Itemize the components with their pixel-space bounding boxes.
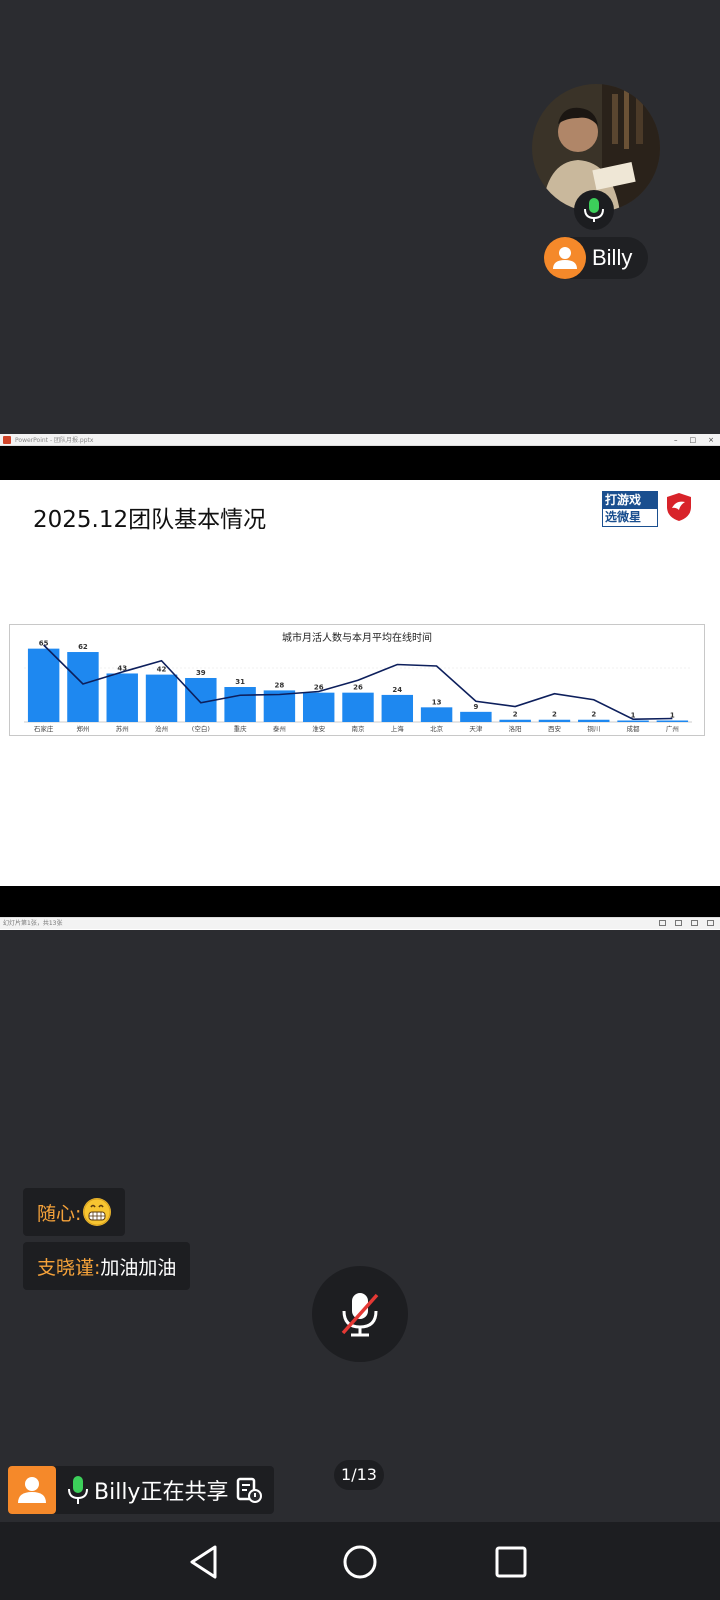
back-button[interactable] — [180, 1538, 228, 1586]
tick-label: 成都 — [627, 724, 641, 733]
letterbox-top — [0, 446, 720, 480]
tick-label: 石家庄 — [34, 724, 54, 733]
chat-sender: 随心: — [37, 1202, 82, 1225]
recents-button[interactable] — [487, 1538, 535, 1586]
shared-screen: PowerPoint - 团队月报.pptx – □ × 2025.12团队基本… — [0, 434, 720, 930]
tick-label: 北京 — [430, 724, 444, 733]
bar — [106, 673, 138, 722]
bar — [617, 720, 649, 722]
bar — [460, 711, 492, 722]
chat-sender: 支晓谨: — [37, 1256, 101, 1279]
slide-title: 2025.12团队基本情况 — [33, 507, 267, 533]
window-title: PowerPoint - 团队月报.pptx — [15, 437, 94, 444]
bar — [263, 690, 296, 722]
window-titlebar: PowerPoint - 团队月报.pptx – □ × — [0, 434, 720, 446]
share-status-bar[interactable]: Billy正在共享 — [8, 1466, 275, 1514]
chat-message: 随心: — [23, 1188, 126, 1236]
page-indicator: 1/13 — [334, 1460, 384, 1490]
data-label: 28 — [275, 681, 285, 689]
bar — [578, 719, 610, 722]
data-label: 31 — [235, 678, 245, 686]
bar — [67, 652, 99, 722]
tick-label: 广州 — [666, 724, 679, 733]
data-label: 13 — [432, 698, 442, 706]
app-icon — [3, 435, 11, 444]
msi-shield-logo — [667, 493, 691, 521]
bar — [381, 694, 414, 722]
bar — [538, 719, 571, 722]
data-label: 2 — [513, 711, 518, 719]
bar — [224, 687, 256, 722]
participant-name-tag: Billy — [544, 237, 649, 279]
chat-message: 支晓谨: 加油加油 — [23, 1242, 191, 1290]
data-label: 2 — [591, 711, 596, 719]
user-icon — [544, 237, 586, 279]
mute-toggle-button[interactable] — [312, 1266, 408, 1362]
slideshow-icon[interactable] — [707, 920, 714, 926]
data-label: 1 — [670, 712, 675, 720]
chart-frame: 城市月活人数与本月平均在线时间 65 石家庄 62 郑州 43 苏州 42 沧州 39 (空白) 3… — [9, 624, 705, 736]
sorter-view-icon[interactable] — [675, 920, 682, 926]
participant-mic-indicator — [574, 190, 614, 230]
tick-label: 西安 — [548, 724, 562, 733]
tick-label: 泰州 — [273, 724, 286, 733]
bar — [302, 692, 335, 722]
window-statusbar: 幻灯片第1张，共13张 — [0, 917, 720, 929]
data-label: 39 — [196, 669, 206, 677]
bar — [420, 707, 453, 722]
data-label: 2 — [552, 711, 557, 719]
game-logo: 打游戏 选微星 — [602, 491, 658, 527]
recents-icon — [495, 1546, 527, 1578]
maximize-icon[interactable]: □ — [689, 436, 697, 444]
mic-active-icon — [68, 1476, 88, 1504]
bar — [27, 648, 60, 722]
letterbox-bottom — [0, 886, 720, 917]
tick-label: 沧州 — [155, 724, 168, 733]
mic-muted-icon — [341, 1293, 379, 1337]
tick-label: 洛阳 — [509, 724, 522, 733]
slide: 2025.12团队基本情况 打游戏 选微星 城市月活人数与本月平均在线时间 65… — [0, 480, 720, 886]
close-icon[interactable]: × — [708, 436, 714, 444]
home-icon — [343, 1545, 377, 1579]
data-label: 9 — [473, 703, 478, 711]
tick-label: 重庆 — [234, 724, 248, 733]
data-label: 43 — [117, 664, 127, 672]
data-label: 26 — [314, 684, 324, 692]
bar — [656, 720, 689, 722]
tick-label: 天津 — [469, 725, 483, 733]
grin-emoji-icon — [83, 1198, 112, 1226]
tick-label: (空白) — [192, 724, 210, 733]
data-label: 65 — [39, 640, 49, 648]
tick-label: 南京 — [352, 724, 366, 733]
bar — [499, 719, 531, 722]
mic-active-icon — [584, 198, 604, 222]
bar — [145, 674, 178, 722]
bar — [342, 692, 374, 722]
normal-view-icon[interactable] — [659, 920, 666, 926]
reading-view-icon[interactable] — [691, 920, 698, 926]
data-label: 42 — [157, 666, 167, 674]
chart-title: 城市月活人数与本月平均在线时间 — [282, 633, 432, 644]
data-label: 1 — [631, 712, 636, 720]
tick-label: 郑州 — [76, 725, 89, 733]
share-status-text: Billy正在共享 — [94, 1480, 229, 1505]
tick-label: 淮安 — [312, 724, 326, 733]
tick-label: 苏州 — [116, 724, 129, 733]
data-label: 24 — [392, 686, 402, 694]
data-label: 26 — [353, 684, 363, 692]
screen-share-icon — [237, 1477, 263, 1503]
series-line — [43, 644, 673, 721]
user-icon — [8, 1466, 56, 1514]
bar-line-chart: 65 石家庄 62 郑州 43 苏州 42 沧州 39 (空白) 31 重庆 28 泰州 26 淮安 26 南京 2… — [24, 640, 692, 733]
participant-name: Billy — [592, 245, 633, 270]
tick-label: 上海 — [391, 724, 405, 733]
chat-text: 加油加油 — [100, 1256, 177, 1279]
home-button[interactable] — [336, 1538, 384, 1586]
system-navigation-bar — [0, 1522, 720, 1600]
tick-label: 铜川 — [587, 724, 600, 733]
back-icon — [190, 1545, 217, 1579]
minimize-icon[interactable]: – — [674, 436, 678, 444]
data-label: 62 — [78, 643, 88, 651]
slide-counter-text: 幻灯片第1张，共13张 — [3, 920, 63, 927]
